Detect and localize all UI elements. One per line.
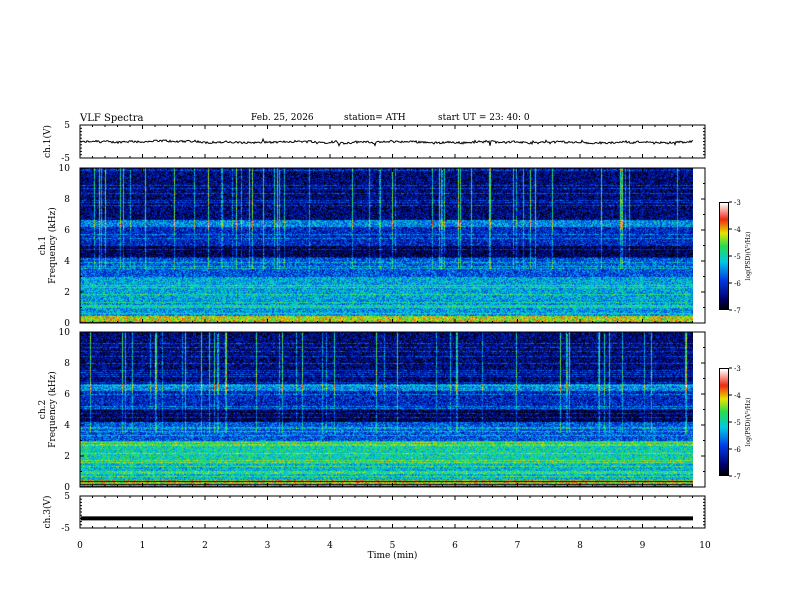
y-axis-label: Frequency (kHz) bbox=[47, 207, 58, 284]
x-axis-label: Time (min) bbox=[368, 550, 418, 561]
y-tick-label: 2 bbox=[64, 288, 70, 298]
start-time-label: start UT = 23: 40: 0 bbox=[438, 113, 530, 123]
y-axis-label: ch.1(V) bbox=[42, 125, 53, 158]
panel-frame bbox=[79, 331, 706, 488]
x-tick-label: 6 bbox=[452, 541, 458, 551]
y-tick-label: 6 bbox=[64, 226, 70, 236]
chart-title: VLF Spectra bbox=[80, 113, 144, 124]
y-tick-label: 8 bbox=[64, 359, 70, 369]
ch2-spectrogram bbox=[80, 332, 693, 487]
x-tick-label: 4 bbox=[327, 541, 333, 551]
ch2-colorbar-tick-label: -3 bbox=[734, 365, 741, 373]
panel-frame bbox=[79, 167, 706, 324]
x-tick-label: 3 bbox=[265, 541, 271, 551]
x-tick-label: 2 bbox=[202, 541, 208, 551]
ch1-colorbar-tick-label: -5 bbox=[734, 253, 741, 261]
ch2-colorbar-tick-label: -7 bbox=[734, 473, 741, 481]
y-tick-label: 2 bbox=[64, 452, 70, 462]
y-tick-label: 10 bbox=[59, 328, 71, 338]
y-tick-label: 5 bbox=[64, 492, 70, 502]
y-tick-label: 6 bbox=[64, 390, 70, 400]
x-tick-label: 9 bbox=[640, 541, 646, 551]
y-axis-label: Frequency (kHz) bbox=[47, 371, 58, 448]
panel-frame bbox=[79, 495, 706, 529]
x-tick-label: 10 bbox=[699, 541, 711, 551]
ch1-colorbar-label: log(PSD)(V²/Hz) bbox=[745, 232, 752, 281]
y-tick-label: 0 bbox=[64, 483, 70, 493]
station-label: station= ATH bbox=[344, 113, 406, 123]
y-tick-label: 4 bbox=[64, 421, 70, 431]
date-label: Feb. 25, 2026 bbox=[251, 113, 314, 123]
y-tick-label: 8 bbox=[64, 195, 70, 205]
ch2-colorbar-label: log(PSD)(V²/Hz) bbox=[745, 398, 752, 447]
y-axis-label: ch.1 bbox=[38, 236, 48, 255]
x-tick-label: 5 bbox=[390, 541, 396, 551]
ch1-colorbar-tick-label: -6 bbox=[734, 280, 741, 288]
ch2-colorbar-tick-label: -6 bbox=[734, 446, 741, 454]
y-tick-label: -5 bbox=[61, 154, 70, 164]
x-tick-label: 8 bbox=[577, 541, 583, 551]
x-tick-label: 0 bbox=[77, 541, 83, 551]
ch1-colorbar-tick-label: -7 bbox=[734, 307, 741, 315]
y-tick-label: 0 bbox=[64, 319, 70, 329]
ch2-colorbar bbox=[719, 368, 729, 476]
x-tick-label: 1 bbox=[140, 541, 146, 551]
ch1-colorbar bbox=[719, 202, 729, 310]
ch1-colorbar-tick-label: -3 bbox=[734, 199, 741, 207]
y-axis-label: ch.3(V) bbox=[42, 496, 53, 529]
ch2-colorbar-tick-label: -4 bbox=[734, 392, 741, 400]
ch2-colorbar-tick-label: -5 bbox=[734, 419, 741, 427]
ch1-trace bbox=[80, 137, 694, 147]
ch1-colorbar-tick-label: -4 bbox=[734, 226, 741, 234]
x-tick-label: 7 bbox=[515, 541, 521, 551]
ch1-spectrogram bbox=[80, 168, 693, 323]
y-tick-label: 5 bbox=[64, 121, 70, 131]
y-tick-label: 10 bbox=[59, 164, 71, 174]
y-axis-label: ch.2 bbox=[38, 400, 48, 419]
y-tick-label: 4 bbox=[64, 257, 70, 267]
y-tick-label: -5 bbox=[61, 524, 70, 534]
